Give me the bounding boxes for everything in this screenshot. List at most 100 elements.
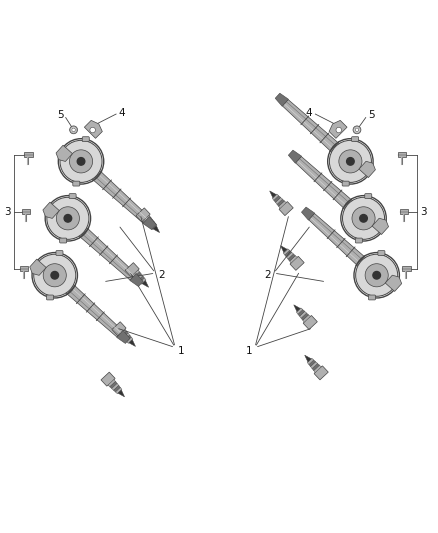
Polygon shape: [108, 379, 116, 387]
Polygon shape: [301, 207, 315, 220]
Polygon shape: [112, 322, 126, 336]
Polygon shape: [281, 246, 287, 253]
Polygon shape: [77, 157, 149, 223]
Polygon shape: [309, 213, 381, 280]
FancyBboxPatch shape: [73, 181, 80, 186]
Polygon shape: [279, 201, 293, 216]
FancyBboxPatch shape: [46, 295, 53, 300]
Circle shape: [346, 158, 354, 165]
Polygon shape: [311, 362, 318, 369]
Circle shape: [329, 140, 371, 182]
Polygon shape: [125, 263, 139, 277]
Polygon shape: [132, 270, 140, 277]
Circle shape: [373, 271, 381, 279]
Circle shape: [57, 207, 79, 230]
Polygon shape: [142, 280, 148, 287]
Polygon shape: [127, 337, 133, 343]
Polygon shape: [112, 383, 119, 390]
Polygon shape: [275, 93, 289, 106]
Polygon shape: [116, 387, 122, 394]
Circle shape: [339, 150, 362, 173]
Text: 5: 5: [368, 110, 375, 120]
Polygon shape: [22, 209, 31, 214]
Polygon shape: [286, 252, 293, 259]
Polygon shape: [294, 305, 300, 312]
Circle shape: [34, 254, 76, 296]
Polygon shape: [145, 217, 152, 224]
Polygon shape: [51, 271, 123, 337]
Text: 1: 1: [177, 345, 184, 356]
Circle shape: [356, 254, 398, 296]
Polygon shape: [398, 152, 406, 157]
Polygon shape: [297, 308, 303, 314]
Text: 3: 3: [420, 207, 427, 217]
FancyBboxPatch shape: [352, 137, 359, 142]
Polygon shape: [151, 223, 157, 230]
Polygon shape: [305, 355, 311, 362]
Polygon shape: [359, 161, 375, 177]
FancyBboxPatch shape: [56, 251, 63, 255]
Polygon shape: [130, 273, 143, 287]
Polygon shape: [288, 150, 302, 163]
Polygon shape: [136, 274, 143, 281]
Circle shape: [72, 128, 75, 132]
Text: 2: 2: [158, 270, 165, 280]
FancyBboxPatch shape: [368, 295, 375, 300]
Polygon shape: [119, 329, 127, 336]
FancyBboxPatch shape: [60, 238, 67, 243]
Polygon shape: [329, 120, 347, 139]
Polygon shape: [56, 145, 72, 161]
Circle shape: [47, 197, 89, 239]
Polygon shape: [272, 194, 279, 200]
Text: 4: 4: [118, 108, 125, 118]
Circle shape: [77, 158, 85, 165]
Polygon shape: [138, 276, 145, 282]
Polygon shape: [298, 310, 305, 316]
Polygon shape: [290, 256, 304, 270]
Polygon shape: [43, 202, 59, 219]
Polygon shape: [402, 266, 411, 271]
Polygon shape: [136, 208, 150, 222]
Polygon shape: [143, 216, 156, 230]
Polygon shape: [283, 249, 290, 255]
Polygon shape: [279, 201, 286, 208]
FancyBboxPatch shape: [69, 193, 76, 199]
Polygon shape: [288, 254, 295, 261]
Polygon shape: [300, 311, 307, 318]
Polygon shape: [85, 120, 102, 139]
Text: 1: 1: [245, 345, 252, 356]
Polygon shape: [385, 275, 402, 292]
Polygon shape: [303, 316, 318, 329]
FancyBboxPatch shape: [82, 137, 89, 142]
Polygon shape: [124, 335, 131, 342]
Polygon shape: [309, 360, 316, 367]
Polygon shape: [134, 272, 141, 279]
Polygon shape: [283, 100, 354, 166]
Circle shape: [43, 264, 66, 287]
Circle shape: [90, 127, 95, 133]
Circle shape: [336, 127, 342, 133]
Polygon shape: [140, 278, 146, 284]
Polygon shape: [296, 157, 367, 223]
Text: 5: 5: [57, 110, 64, 120]
Circle shape: [343, 197, 385, 239]
FancyBboxPatch shape: [355, 238, 362, 243]
Polygon shape: [400, 209, 409, 214]
Polygon shape: [290, 256, 297, 263]
Polygon shape: [314, 365, 321, 373]
Polygon shape: [372, 218, 389, 235]
Polygon shape: [129, 340, 135, 346]
Circle shape: [355, 128, 359, 132]
Polygon shape: [148, 221, 155, 228]
Circle shape: [365, 264, 388, 287]
Polygon shape: [20, 266, 28, 271]
Polygon shape: [113, 385, 120, 392]
Text: 2: 2: [265, 270, 272, 280]
Circle shape: [60, 140, 102, 182]
Polygon shape: [30, 259, 46, 276]
Polygon shape: [276, 198, 283, 204]
Polygon shape: [123, 333, 130, 340]
Circle shape: [360, 215, 367, 222]
Polygon shape: [24, 152, 33, 157]
FancyBboxPatch shape: [378, 251, 385, 255]
